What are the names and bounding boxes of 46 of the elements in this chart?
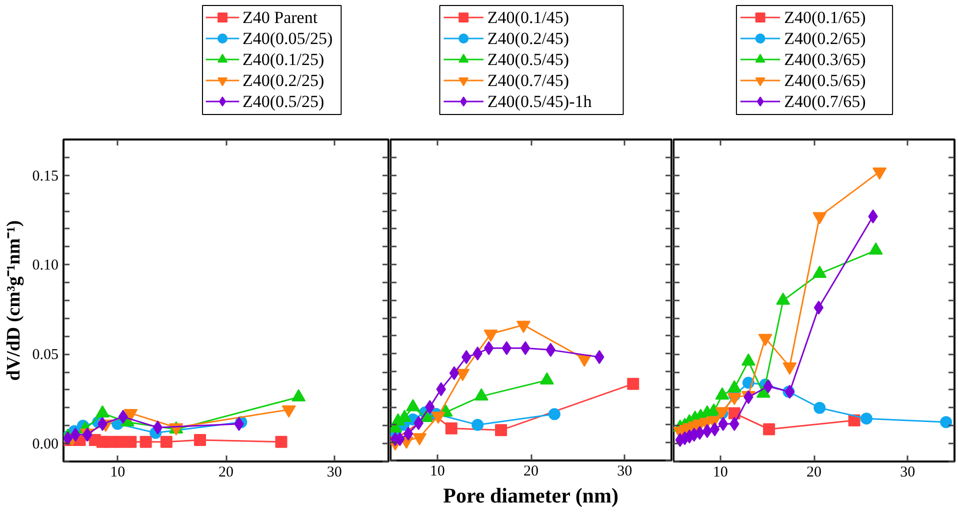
legend-label: Z40(0.3/65) [784,50,866,69]
point [160,436,172,448]
point [548,408,560,420]
point [495,424,508,436]
point [152,420,163,435]
x-tick-label: 30 [617,464,632,480]
legend-label: Z40(0.7/45) [487,71,570,90]
point [546,342,556,357]
x-tick-label: 20 [524,464,538,480]
legend-label: Z40(0.5/45)-1h [487,92,592,111]
legend-label: Z40 Parent [242,8,318,27]
legend-label: Z40(0.05/25) [242,29,333,48]
y-tick-label: 0.05 [32,347,58,364]
point [472,346,482,360]
point [124,436,137,448]
x-tick-label: 10 [430,464,445,480]
point [449,366,460,380]
point [472,418,484,431]
point [445,422,458,434]
x-tick-label: 30 [326,464,342,480]
point [403,426,414,441]
legend-label: Z40(0.1/65) [784,8,866,27]
x-tick-label: 20 [218,464,234,480]
legend-label: Z40(0.1/45) [487,8,570,27]
legend-label: Z40(0.5/65) [784,71,866,90]
text: 0.00 [32,436,58,453]
point [194,434,206,446]
y-tick-label: 0.15 [32,168,58,184]
point [425,400,435,414]
x-tick-label: 20 [806,464,822,480]
x-tick-label: 10 [110,464,126,480]
y-axis-title: dV/dD (cm³g⁻¹nm⁻¹) [3,220,24,381]
legend-label: Z40(0.1/25) [242,50,324,69]
legend-label: Z40(0.5/25) [242,92,324,111]
x-axis-title: Pore diameter (nm) [443,484,618,508]
y-tick-label: 0.10 [32,258,58,274]
point [627,378,640,390]
x-tick-label: 30 [900,464,916,480]
point [140,436,152,448]
x-tick-label: 10 [712,464,728,480]
legend-label: Z40(0.5/45) [487,50,570,69]
legend-label: Z40(0.2/65) [784,29,866,48]
legend-label: Z40(0.2/45) [487,29,570,48]
legend-label: Z40(0.2/25) [242,71,324,90]
legend-label: Z40(0.7/65) [784,92,866,111]
point [275,436,288,448]
